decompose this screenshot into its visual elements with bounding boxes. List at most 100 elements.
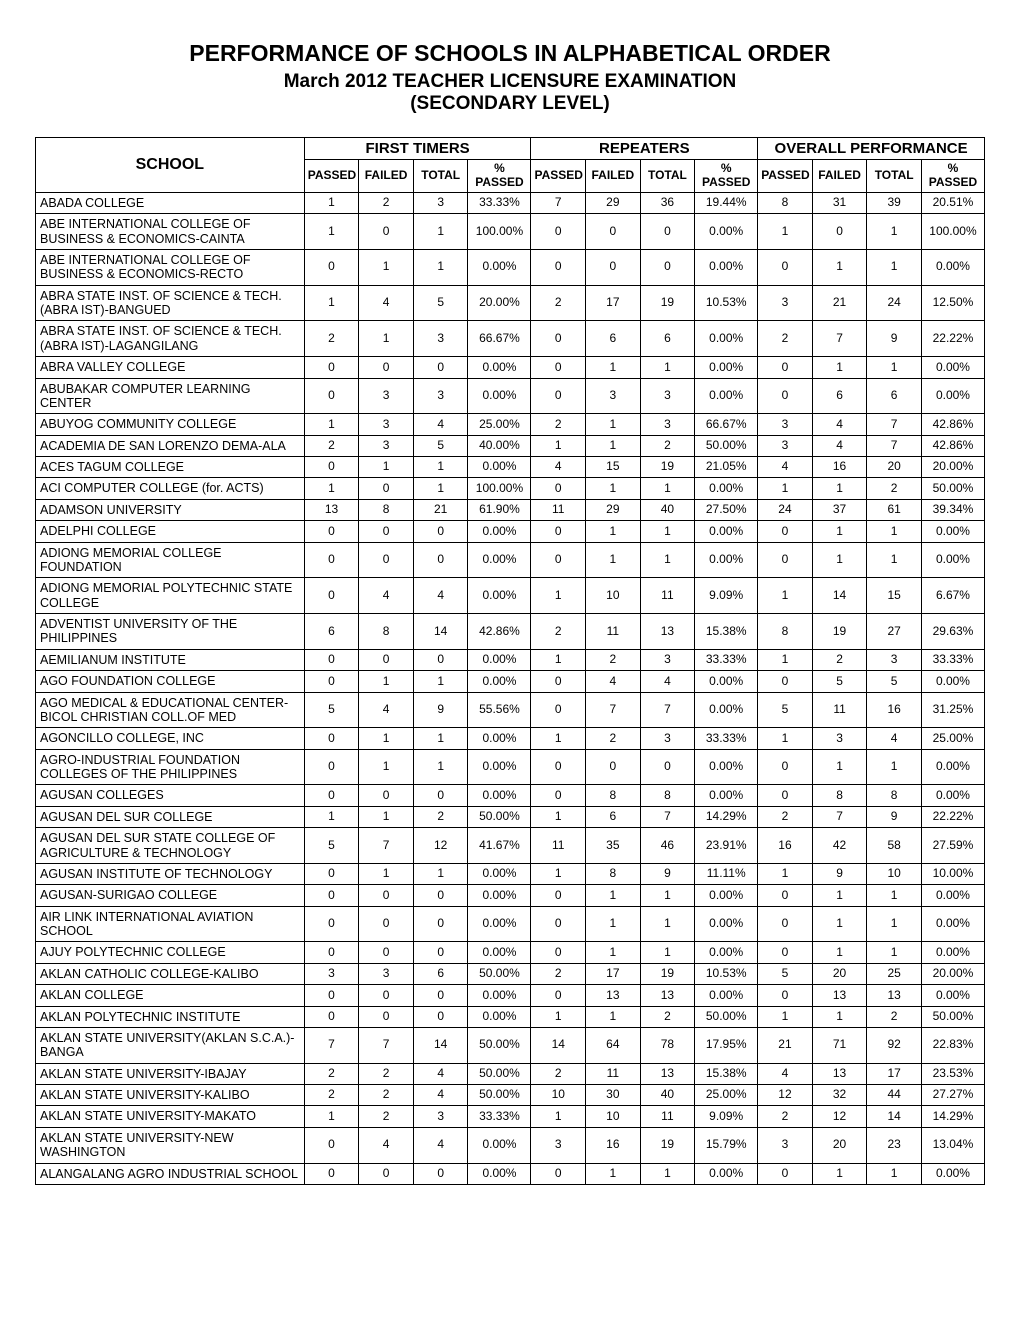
cell-value: 7 — [304, 1027, 359, 1063]
cell-value: 2 — [304, 435, 359, 456]
cell-value: 0 — [758, 785, 813, 806]
cell-value: 1 — [586, 478, 641, 499]
cell-value: 50.00% — [468, 963, 531, 984]
cell-value: 33.33% — [695, 728, 758, 749]
cell-value: 8 — [359, 499, 414, 520]
table-row: AJUY POLYTECHNIC COLLEGE0000.00%0110.00%… — [36, 942, 985, 963]
cell-value: 8 — [586, 785, 641, 806]
cell-value: 0 — [304, 357, 359, 378]
cell-value: 0 — [359, 542, 414, 578]
cell-value: 2 — [359, 1063, 414, 1084]
cell-value: 0 — [531, 985, 586, 1006]
cell-value: 0 — [359, 906, 414, 942]
cell-school: ABE INTERNATIONAL COLLEGE OF BUSINESS & … — [36, 214, 305, 250]
cell-value: 19 — [640, 457, 695, 478]
cell-value: 9 — [867, 806, 922, 827]
cell-value: 5 — [867, 671, 922, 692]
cell-value: 2 — [304, 1063, 359, 1084]
cell-value: 7 — [867, 435, 922, 456]
cell-school: ABRA STATE INST. OF SCIENCE & TECH.(ABRA… — [36, 321, 305, 357]
cell-value: 1 — [758, 649, 813, 670]
cell-value: 8 — [867, 785, 922, 806]
cell-value: 13 — [640, 614, 695, 650]
cell-value: 40.00% — [468, 435, 531, 456]
cell-school: ADIONG MEMORIAL COLLEGE FOUNDATION — [36, 542, 305, 578]
cell-value: 4 — [758, 1063, 813, 1084]
cell-value: 2 — [586, 649, 641, 670]
cell-value: 0 — [758, 749, 813, 785]
cell-value: 23 — [867, 1127, 922, 1163]
cell-value: 0.00% — [695, 214, 758, 250]
cell-value: 19.44% — [695, 192, 758, 213]
cell-value: 2 — [758, 321, 813, 357]
cell-value: 1 — [304, 414, 359, 435]
cell-value: 4 — [359, 1127, 414, 1163]
table-row: AGO FOUNDATION COLLEGE0110.00%0440.00%05… — [36, 671, 985, 692]
cell-value: 2 — [359, 192, 414, 213]
cell-value: 4 — [586, 671, 641, 692]
cell-value: 1 — [359, 863, 414, 884]
cell-value: 22.22% — [921, 806, 984, 827]
cell-value: 0.00% — [695, 692, 758, 728]
cell-value: 1 — [586, 357, 641, 378]
cell-value: 1 — [758, 863, 813, 884]
cell-value: 9 — [867, 321, 922, 357]
cell-value: 1 — [812, 885, 867, 906]
table-row: ABE INTERNATIONAL COLLEGE OF BUSINESS & … — [36, 249, 985, 285]
cell-value: 0 — [304, 457, 359, 478]
table-row: AGUSAN INSTITUTE OF TECHNOLOGY0110.00%18… — [36, 863, 985, 884]
table-row: AGONCILLO COLLEGE, INC0110.00%12333.33%1… — [36, 728, 985, 749]
cell-value: 4 — [812, 414, 867, 435]
table-row: AKLAN STATE UNIVERSITY-IBAJAY22450.00%21… — [36, 1063, 985, 1084]
cell-school: AKLAN COLLEGE — [36, 985, 305, 1006]
cell-value: 1 — [812, 942, 867, 963]
cell-value: 4 — [812, 435, 867, 456]
cell-value: 0 — [413, 885, 468, 906]
cell-school: AKLAN STATE UNIVERSITY(AKLAN S.C.A.)-BAN… — [36, 1027, 305, 1063]
col-school: SCHOOL — [36, 138, 305, 193]
cell-value: 1 — [812, 1163, 867, 1184]
cell-value: 20.00% — [921, 457, 984, 478]
cell-value: 0.00% — [695, 985, 758, 1006]
cell-value: 92 — [867, 1027, 922, 1063]
cell-value: 16 — [586, 1127, 641, 1163]
cell-value: 0.00% — [468, 1127, 531, 1163]
table-row: ADVENTIST UNIVERSITY OF THE PHILIPPINES6… — [36, 614, 985, 650]
cell-value: 6 — [586, 806, 641, 827]
cell-value: 22.22% — [921, 321, 984, 357]
cell-value: 31 — [812, 192, 867, 213]
cell-value: 33.33% — [468, 192, 531, 213]
cell-value: 61 — [867, 499, 922, 520]
cell-value: 11 — [586, 1063, 641, 1084]
table-row: ALANGALANG AGRO INDUSTRIAL SCHOOL0000.00… — [36, 1163, 985, 1184]
cell-value: 1 — [812, 249, 867, 285]
cell-value: 2 — [359, 1106, 414, 1127]
cell-value: 27 — [867, 614, 922, 650]
cell-value: 0.00% — [921, 749, 984, 785]
cell-value: 3 — [758, 285, 813, 321]
cell-value: 1 — [867, 906, 922, 942]
cell-value: 10.53% — [695, 963, 758, 984]
col-sub: TOTAL — [413, 160, 468, 193]
cell-value: 0 — [359, 942, 414, 963]
cell-value: 0 — [304, 985, 359, 1006]
cell-value: 0 — [758, 357, 813, 378]
performance-table: SCHOOL FIRST TIMERS REPEATERS OVERALL PE… — [35, 137, 985, 1185]
cell-value: 7 — [531, 192, 586, 213]
cell-value: 1 — [586, 542, 641, 578]
cell-value: 1 — [867, 542, 922, 578]
cell-value: 0.00% — [921, 542, 984, 578]
cell-value: 0.00% — [695, 749, 758, 785]
cell-value: 58 — [867, 828, 922, 864]
cell-value: 0 — [758, 542, 813, 578]
col-group-first-timers: FIRST TIMERS — [304, 138, 531, 160]
cell-value: 0 — [359, 478, 414, 499]
cell-value: 0 — [359, 357, 414, 378]
cell-value: 1 — [867, 357, 922, 378]
cell-value: 1 — [359, 671, 414, 692]
cell-school: AGONCILLO COLLEGE, INC — [36, 728, 305, 749]
cell-school: ADELPHI COLLEGE — [36, 521, 305, 542]
cell-value: 2 — [867, 1006, 922, 1027]
cell-value: 0 — [640, 214, 695, 250]
table-row: ABUYOG COMMUNITY COLLEGE13425.00%21366.6… — [36, 414, 985, 435]
